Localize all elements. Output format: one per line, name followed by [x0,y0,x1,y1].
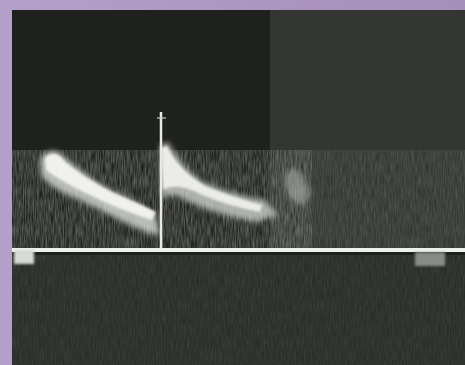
page [0,0,465,365]
speckle-lower [12,255,465,365]
doppler-image [0,0,465,365]
baseline [12,248,465,252]
reverse-flow [415,252,445,266]
baseline-marker [14,250,34,264]
